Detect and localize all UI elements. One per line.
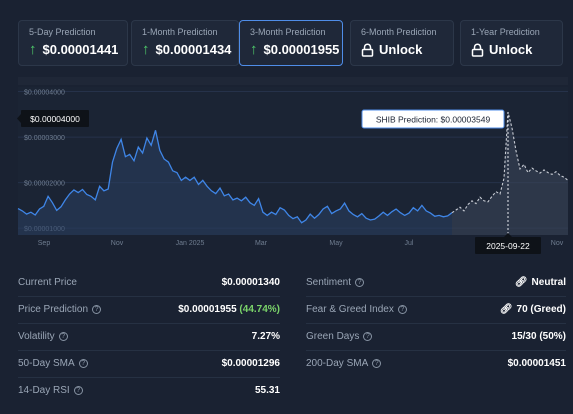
stat-value: 7.27% xyxy=(251,330,280,342)
help-icon[interactable]: ? xyxy=(58,331,68,341)
hover-price-label: $0.00004000 xyxy=(30,114,80,124)
stat-value: $0.00001955 xyxy=(178,303,237,315)
chart-top-band xyxy=(18,77,568,85)
help-icon[interactable]: ? xyxy=(397,304,407,314)
lock-icon xyxy=(471,43,484,57)
card-5-day[interactable]: 5-Day Prediction ↑ $0.00001441 xyxy=(18,20,128,66)
stat-value: Neutral xyxy=(531,276,566,288)
stat-sentiment: Sentiment? 🔗︎ Neutral xyxy=(306,269,566,295)
card-label: 1-Year Prediction xyxy=(471,27,540,37)
card-label: 3-Month Prediction xyxy=(250,27,326,37)
card-label: 1-Month Prediction xyxy=(142,27,218,37)
hover-price-box xyxy=(21,110,89,127)
hover-date-pointer xyxy=(504,233,512,237)
stat-label: Volatility xyxy=(18,330,55,342)
help-icon[interactable]: ? xyxy=(372,358,382,368)
y-tick-label: $0.00004000 xyxy=(24,90,65,97)
stat-green-days: Green Days? 15/30 (50%) xyxy=(306,323,566,349)
card-1-month[interactable]: 1-Month Prediction ↑ $0.00001434 xyxy=(131,20,239,66)
card-value: $0.00001434 xyxy=(155,42,232,57)
stat-value: 15/30 (50%) xyxy=(511,330,566,342)
arrow-up-icon: ↑ xyxy=(142,41,150,58)
prediction-area xyxy=(452,112,568,235)
stat-label: 50-Day SMA xyxy=(18,357,75,369)
stat-label: Fear & Greed Index xyxy=(306,303,394,315)
x-tick-label: Jul xyxy=(405,240,414,247)
stat-change: (44.74%) xyxy=(239,303,280,315)
link-icon: 🔗︎ xyxy=(499,303,513,315)
stat-label: 14-Day RSI xyxy=(18,384,70,396)
help-icon[interactable]: ? xyxy=(355,277,365,287)
stat-volatility: Volatility? 7.27% xyxy=(18,323,280,349)
x-tick-label: Mar xyxy=(255,240,268,247)
card-3-month[interactable]: 3-Month Prediction ↑ $0.00001955 xyxy=(239,20,343,66)
unlock-label: Unlock xyxy=(379,42,423,57)
x-tick-label: May xyxy=(329,240,343,247)
stat-50-day-sma: 50-Day SMA? $0.00001296 xyxy=(18,350,280,376)
x-tick-label: Nov xyxy=(551,240,564,247)
lock-icon xyxy=(361,43,374,57)
card-1-year[interactable]: 1-Year Prediction Unlock xyxy=(460,20,563,66)
stat-value: 70 (Greed) xyxy=(516,303,566,315)
help-icon[interactable]: ? xyxy=(363,331,373,341)
x-tick-label: Sep xyxy=(38,240,51,247)
stat-value: $0.00001451 xyxy=(507,357,566,369)
stat-label: Sentiment xyxy=(306,276,352,288)
y-tick-label: $0.00003000 xyxy=(24,135,65,142)
card-label: 6-Month Prediction xyxy=(361,27,437,37)
arrow-up-icon: ↑ xyxy=(29,41,37,58)
stat-label: 200-Day SMA xyxy=(306,357,369,369)
card-value: $0.00001441 xyxy=(42,42,119,57)
prediction-cards: 5-Day Prediction ↑ $0.00001441 1-Month Pr… xyxy=(8,12,565,66)
hover-price-pointer xyxy=(17,114,21,123)
stat-label: Green Days xyxy=(306,330,360,342)
card-label: 5-Day Prediction xyxy=(29,27,96,37)
x-tick-label: Nov xyxy=(111,240,124,247)
prediction-line xyxy=(451,111,569,214)
link-icon: 🔗︎ xyxy=(514,276,528,288)
stat-value: 55.31 xyxy=(254,384,280,396)
arrow-up-icon: ↑ xyxy=(250,41,258,58)
card-6-month[interactable]: 6-Month Prediction Unlock xyxy=(350,20,454,66)
help-icon[interactable]: ? xyxy=(78,358,88,368)
history-line xyxy=(17,130,453,224)
stat-value: $0.00001296 xyxy=(221,357,280,369)
stat-label: Price Prediction xyxy=(18,303,89,315)
card-value: $0.00001955 xyxy=(263,42,340,57)
stat-14-day-rsi: 14-Day RSI? 55.31 xyxy=(18,377,280,403)
prediction-tooltip-label: SHIB Prediction: $0.00003549 xyxy=(376,115,491,125)
x-tick-label: Jan 2025 xyxy=(176,240,205,247)
y-tick-label: $0.00002000 xyxy=(24,181,65,188)
unlock-label: Unlock xyxy=(489,42,533,57)
stat-label: Current Price xyxy=(18,276,77,288)
help-icon[interactable]: ? xyxy=(92,304,102,314)
stat-price-prediction: Price Prediction? $0.00001955 (44.74%) xyxy=(18,296,280,322)
prediction-tooltip-box xyxy=(361,109,505,129)
stat-value: $0.00001340 xyxy=(221,276,280,288)
stat-current-price: Current Price $0.00001340 xyxy=(18,269,280,295)
hover-date-label: 2025-09-22 xyxy=(486,241,530,251)
hover-date-box xyxy=(475,237,541,254)
stat-fear-greed: Fear & Greed Index? 🔗︎ 70 (Greed) xyxy=(306,296,566,322)
price-chart[interactable]: $0.00004000 $0.00003000 $0.00002000 $0.0000… xyxy=(0,77,573,257)
help-icon[interactable]: ? xyxy=(73,385,83,395)
stat-200-day-sma: 200-Day SMA? $0.00001451 xyxy=(306,350,566,376)
